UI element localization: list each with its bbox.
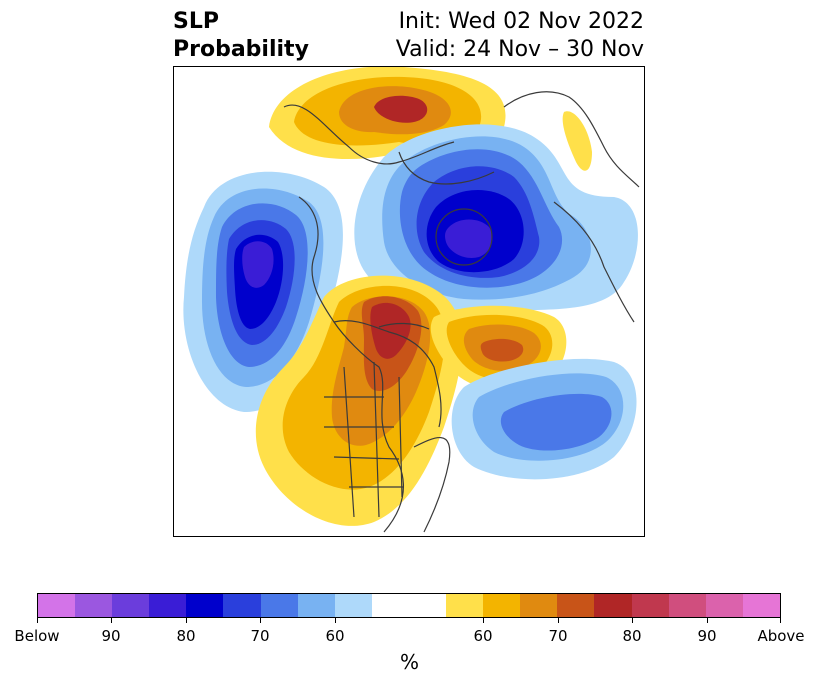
colorbar [37,593,781,618]
anomaly-atlantic-low [451,358,637,480]
colorbar-segment [668,594,706,617]
colorbar-segment [186,594,224,617]
colorbar-segment [297,594,335,617]
coastlines [283,91,640,533]
colorbar-segment [75,594,113,617]
colorbar-tick-label: 60 [325,627,345,645]
colorbar-tick [111,618,112,623]
colorbar-tick-label: 90 [697,627,717,645]
colorbar-segment [371,594,409,617]
init-date: Init: Wed 02 Nov 2022 [398,9,644,34]
anomaly-pacific-low [183,171,343,412]
map-canvas [183,67,640,533]
colorbar-tick-label: 60 [473,627,493,645]
colorbar-segment [594,594,632,617]
colorbar-segment [149,594,187,617]
colorbar-tick [483,618,484,623]
map-dates: Init: Wed 02 Nov 2022 Valid: 24 Nov – 30… [396,8,644,64]
colorbar-segment [260,594,298,617]
colorbar-segment [38,594,76,617]
colorbar-tick [260,618,261,623]
colorbar-tick-label: Below [14,627,60,645]
colorbar-segment [334,594,372,617]
title-line-2: Probability [173,37,309,62]
colorbar-segment [483,594,521,617]
anomaly-europe-high [269,67,506,160]
colorbar-tick-label: 70 [548,627,568,645]
colorbar-tick-label: 90 [101,627,121,645]
colorbar-tick [186,618,187,623]
probability-map [173,66,645,537]
colorbar-segment [557,594,595,617]
colorbar-tick [558,618,559,623]
colorbar-segment [223,594,261,617]
colorbar-segment [520,594,558,617]
colorbar-unit-label: % [399,650,419,674]
colorbar-segment [631,594,669,617]
valid-range: Valid: 24 Nov – 30 Nov [395,37,644,62]
colorbar-segment [705,594,743,617]
colorbar-tick-label: 70 [250,627,270,645]
anomaly-atlantic-high [430,305,567,391]
colorbar-ticks: Below 90 80 70 60 60 70 80 90 Above [14,618,805,645]
colorbar-segment [408,594,447,617]
colorbar-segment [112,594,150,617]
title-line-1: SLP [173,9,219,34]
colorbar-segment [446,594,484,617]
colorbar-tick [780,618,781,623]
colorbar-tick-label: 80 [176,627,196,645]
map-title: SLP Probability [173,8,309,64]
colorbar-tick [335,618,336,623]
colorbar-tick-label: Above [757,627,805,645]
colorbar-segment [742,594,780,617]
colorbar-tick-label: 80 [622,627,642,645]
colorbar-tick [632,618,633,623]
colorbar-tick [37,618,38,623]
colorbar-tick [707,618,708,623]
